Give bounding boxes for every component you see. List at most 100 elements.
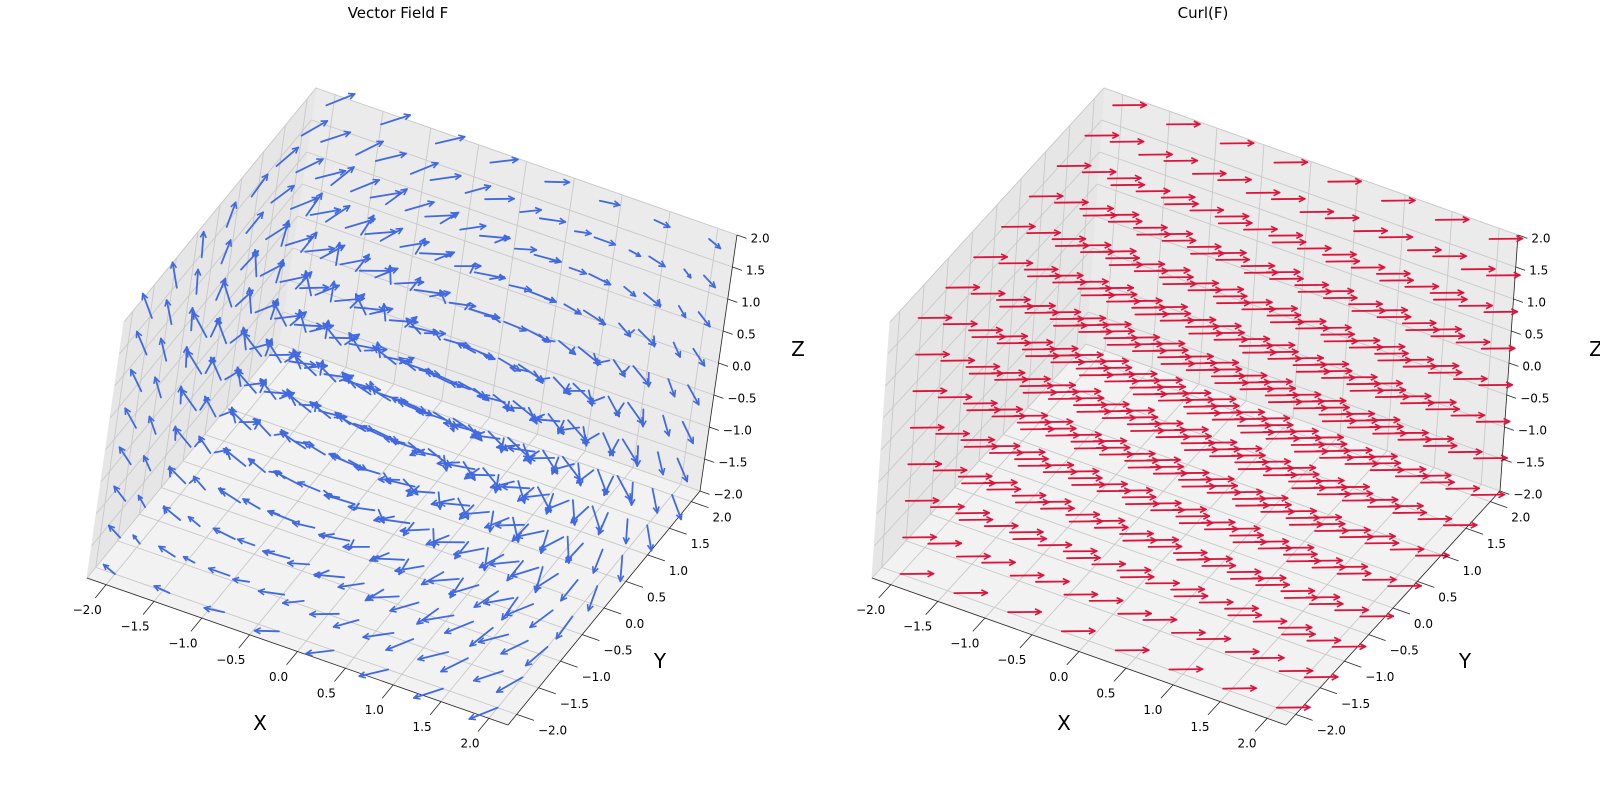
vector-arrow — [1351, 306, 1387, 315]
vector-arrow — [1040, 504, 1075, 513]
vector-arrow — [957, 472, 993, 481]
vector-arrow — [305, 192, 323, 217]
grid-line — [954, 487, 1369, 636]
vector-arrow — [973, 253, 1008, 261]
z-tick-label: −1.5 — [1516, 455, 1545, 469]
vector-arrow — [253, 417, 272, 437]
grid-line — [226, 407, 648, 556]
x-tick-label: 0.0 — [1049, 670, 1068, 684]
vector-arrow — [164, 299, 173, 326]
vector-arrow — [564, 542, 584, 563]
vector-arrow — [1181, 482, 1217, 491]
vector-arrow — [662, 414, 671, 437]
vector-arrow — [188, 306, 196, 332]
vector-arrow — [1180, 439, 1216, 447]
y-tick-mark — [582, 634, 600, 641]
y-tick-mark — [1319, 687, 1338, 695]
vector-arrow — [1157, 396, 1193, 405]
vector-arrow — [250, 173, 269, 198]
y-tick-label: −0.5 — [603, 644, 632, 658]
vector-arrow — [1084, 131, 1120, 140]
vector-arrow — [672, 341, 682, 358]
vector-arrow — [384, 188, 408, 206]
vector-arrow — [489, 156, 519, 164]
vector-arrow — [1260, 507, 1296, 516]
vector-arrow — [275, 258, 285, 284]
vector-arrow — [1359, 612, 1395, 620]
vector-arrows — [102, 92, 722, 721]
grid-line — [109, 183, 303, 419]
grid-line — [91, 311, 284, 547]
vector-arrow — [409, 161, 439, 175]
z-tick-mark — [1506, 394, 1517, 399]
vector-arrow — [1264, 391, 1300, 399]
vector-arrow — [1234, 458, 1270, 466]
vector-arrow — [621, 365, 630, 376]
vector-arrow — [1243, 268, 1279, 277]
vector-arrow — [603, 279, 610, 286]
vector-arrow — [1147, 542, 1183, 551]
vector-arrow — [1131, 303, 1166, 312]
vector-arrow — [291, 520, 316, 529]
vector-arrow — [1135, 187, 1171, 195]
vector-arrow — [1213, 335, 1249, 344]
vector-arrow — [404, 200, 435, 212]
vector-arrow — [515, 530, 545, 540]
vector-arrow — [1445, 484, 1481, 493]
vector-arrow — [472, 670, 504, 683]
vector-arrow — [1303, 673, 1339, 681]
vector-arrow — [1322, 250, 1357, 259]
vector-arrow — [1401, 319, 1437, 327]
vector-arrow — [1107, 174, 1142, 182]
vector-arrow — [182, 555, 196, 564]
vector-arrow — [569, 346, 576, 354]
vector-arrow — [1159, 316, 1195, 325]
vector-arrow — [394, 565, 425, 574]
vector-arrow — [504, 603, 534, 617]
vector-arrow — [1269, 274, 1304, 283]
vector-arrow — [1001, 222, 1036, 231]
x-tick-mark — [1254, 718, 1268, 732]
vector-arrow — [445, 461, 476, 471]
vector-arrow — [399, 526, 430, 535]
vector-arrow — [349, 293, 366, 309]
y-tick-mark — [1441, 554, 1459, 562]
vector-arrow — [1214, 379, 1250, 387]
vector-arrow — [1212, 292, 1248, 300]
vector-arrow — [1020, 425, 1055, 433]
vector-arrow — [1023, 265, 1059, 274]
vector-arrow — [1134, 310, 1170, 318]
vector-arrow — [568, 266, 588, 276]
vector-arrow — [1186, 242, 1222, 251]
vector-arrow — [1229, 531, 1264, 540]
vector-arrow — [932, 466, 968, 474]
vector-arrow — [1280, 587, 1316, 595]
x-tick-label: −1.5 — [903, 620, 932, 634]
vector-arrow — [524, 646, 549, 667]
vector-arrow — [1232, 538, 1268, 546]
vector-arrow — [608, 438, 620, 457]
vector-arrow — [142, 455, 152, 472]
vector-arrow — [1132, 390, 1168, 398]
vector-arrow — [533, 572, 559, 590]
vector-arrow — [1062, 547, 1098, 555]
vector-arrow — [1267, 354, 1303, 363]
vector-arrow — [1204, 525, 1239, 533]
vector-arrow — [1271, 238, 1307, 246]
vector-arrow — [1078, 327, 1113, 336]
vector-arrow — [1224, 604, 1259, 613]
grid-line — [978, 460, 1394, 609]
vector-arrow — [383, 477, 416, 488]
vector-arrow — [217, 487, 242, 504]
grid-line — [306, 151, 728, 300]
vector-arrow — [236, 537, 256, 547]
vector-arrow — [448, 584, 480, 596]
vector-arrow — [1093, 523, 1129, 532]
vector-arrow — [509, 365, 531, 373]
vector-arrow — [555, 615, 574, 640]
vector-arrow — [412, 687, 444, 700]
vector-arrow — [1075, 364, 1111, 373]
x-tick-mark — [1160, 684, 1174, 699]
vector-arrow — [1372, 429, 1407, 438]
vector-arrow — [360, 214, 375, 236]
